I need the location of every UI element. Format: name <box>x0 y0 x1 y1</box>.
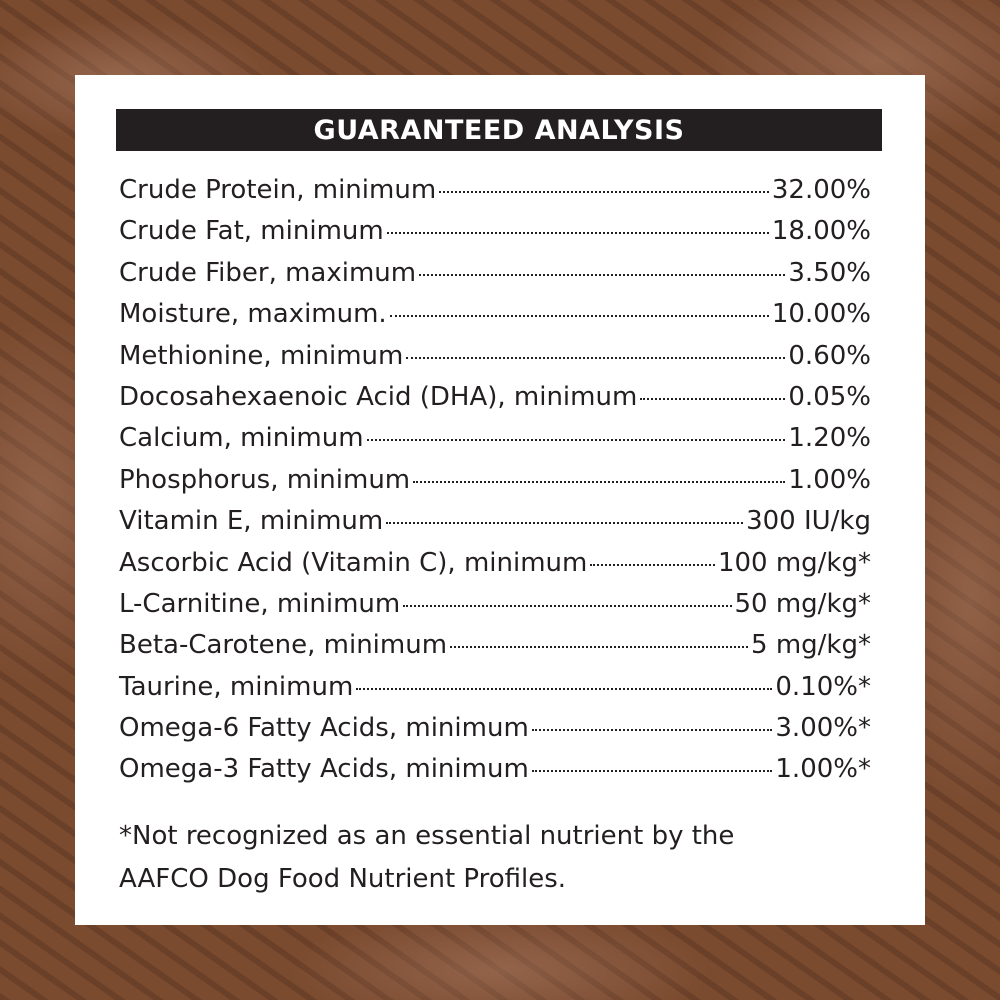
table-row: Ascorbic Acid (Vitamin C), minimum 100 mg… <box>119 548 871 589</box>
dot-leader <box>366 439 786 442</box>
dot-leader <box>531 729 773 732</box>
dot-leader <box>531 770 773 773</box>
table-row: Methionine, minimum 0.60% <box>119 341 871 382</box>
dot-leader <box>413 480 786 483</box>
nutrient-label: Omega-6 Fatty Acids, minimum <box>119 713 529 744</box>
nutrient-value: 300 IU/kg <box>746 506 871 537</box>
dot-leader <box>403 604 732 607</box>
nutrient-label: Phosphorus, minimum <box>119 464 411 495</box>
footnote-line: AAFCO Dog Food Nutrient Profiles. <box>119 864 567 894</box>
nutrient-label: L-Carnitine, minimum <box>119 588 401 619</box>
dot-leader <box>590 563 715 566</box>
dot-leader <box>640 397 786 400</box>
dot-leader <box>406 356 786 359</box>
nutrient-label: Vitamin E, minimum <box>119 506 384 537</box>
nutrient-label: Ascorbic Acid (Vitamin C), minimum <box>119 547 588 578</box>
dot-leader <box>389 315 769 318</box>
nutrient-value: 0.10%* <box>775 671 871 702</box>
table-row: Phosphorus, minimum 1.00% <box>119 465 871 506</box>
dot-leader <box>450 646 749 649</box>
nutrient-value: 5 mg/kg* <box>751 630 871 661</box>
dot-leader <box>356 687 773 690</box>
table-row: Moisture, maximum. 10.00% <box>119 299 871 340</box>
footnote-line: *Not recognized as an essential nutrient… <box>119 821 735 851</box>
nutrient-label: Crude Fat, minimum <box>119 216 384 247</box>
table-row: Vitamin E, minimum 300 IU/kg <box>119 506 871 547</box>
nutrient-label: Crude Fiber, maximum <box>119 257 417 288</box>
nutrient-value: 1.20% <box>788 423 871 454</box>
section-title: GUARANTEED ANALYSIS <box>116 109 882 151</box>
analysis-card: GUARANTEED ANALYSIS Crude Protein, minim… <box>75 75 925 925</box>
nutrient-label: Moisture, maximum. <box>119 299 387 330</box>
table-row: Beta-Carotene, minimum 5 mg/kg* <box>119 630 871 671</box>
dot-leader <box>386 232 769 235</box>
table-row: Docosahexaenoic Acid (DHA), minimum 0.05% <box>119 382 871 423</box>
nutrient-label: Methionine, minimum <box>119 340 404 371</box>
table-row: Crude Protein, minimum 32.00% <box>119 175 871 216</box>
table-row: Crude Fat, minimum 18.00% <box>119 216 871 257</box>
nutrient-label: Beta-Carotene, minimum <box>119 630 448 661</box>
nutrient-value: 3.00%* <box>775 713 871 744</box>
nutrient-value: 100 mg/kg* <box>717 547 871 578</box>
dot-leader <box>386 522 744 525</box>
nutrient-label: Omega-3 Fatty Acids, minimum <box>119 754 529 785</box>
dot-leader <box>419 273 786 276</box>
nutrient-value: 1.00% <box>788 464 871 495</box>
nutrient-value: 18.00% <box>771 216 871 247</box>
nutrient-label: Docosahexaenoic Acid (DHA), minimum <box>119 381 638 412</box>
nutrient-label: Crude Protein, minimum <box>119 175 437 205</box>
nutrient-label: Taurine, minimum <box>119 671 354 702</box>
nutrient-value: 32.00% <box>771 175 871 205</box>
table-row: Omega-3 Fatty Acids, minimum 1.00%* <box>119 754 871 795</box>
table-row: Omega-6 Fatty Acids, minimum 3.00%* <box>119 713 871 754</box>
nutrient-value: 1.00%* <box>775 754 871 785</box>
nutrient-value: 50 mg/kg* <box>734 588 872 619</box>
footnote: *Not recognized as an essential nutrient… <box>119 815 879 901</box>
nutrient-value: 0.60% <box>788 340 871 371</box>
nutrient-value: 3.50% <box>788 257 871 288</box>
table-row: Calcium, minimum 1.20% <box>119 423 871 464</box>
nutrient-value: 10.00% <box>771 299 871 330</box>
nutrient-value: 0.05% <box>788 381 871 412</box>
analysis-table: Crude Protein, minimum 32.00% Crude Fat, m… <box>119 175 871 796</box>
table-row: Taurine, minimum 0.10%* <box>119 672 871 713</box>
table-row: L-Carnitine, minimum 50 mg/kg* <box>119 589 871 630</box>
nutrient-label: Calcium, minimum <box>119 423 364 454</box>
dot-leader <box>439 191 769 193</box>
table-row: Crude Fiber, maximum 3.50% <box>119 258 871 299</box>
